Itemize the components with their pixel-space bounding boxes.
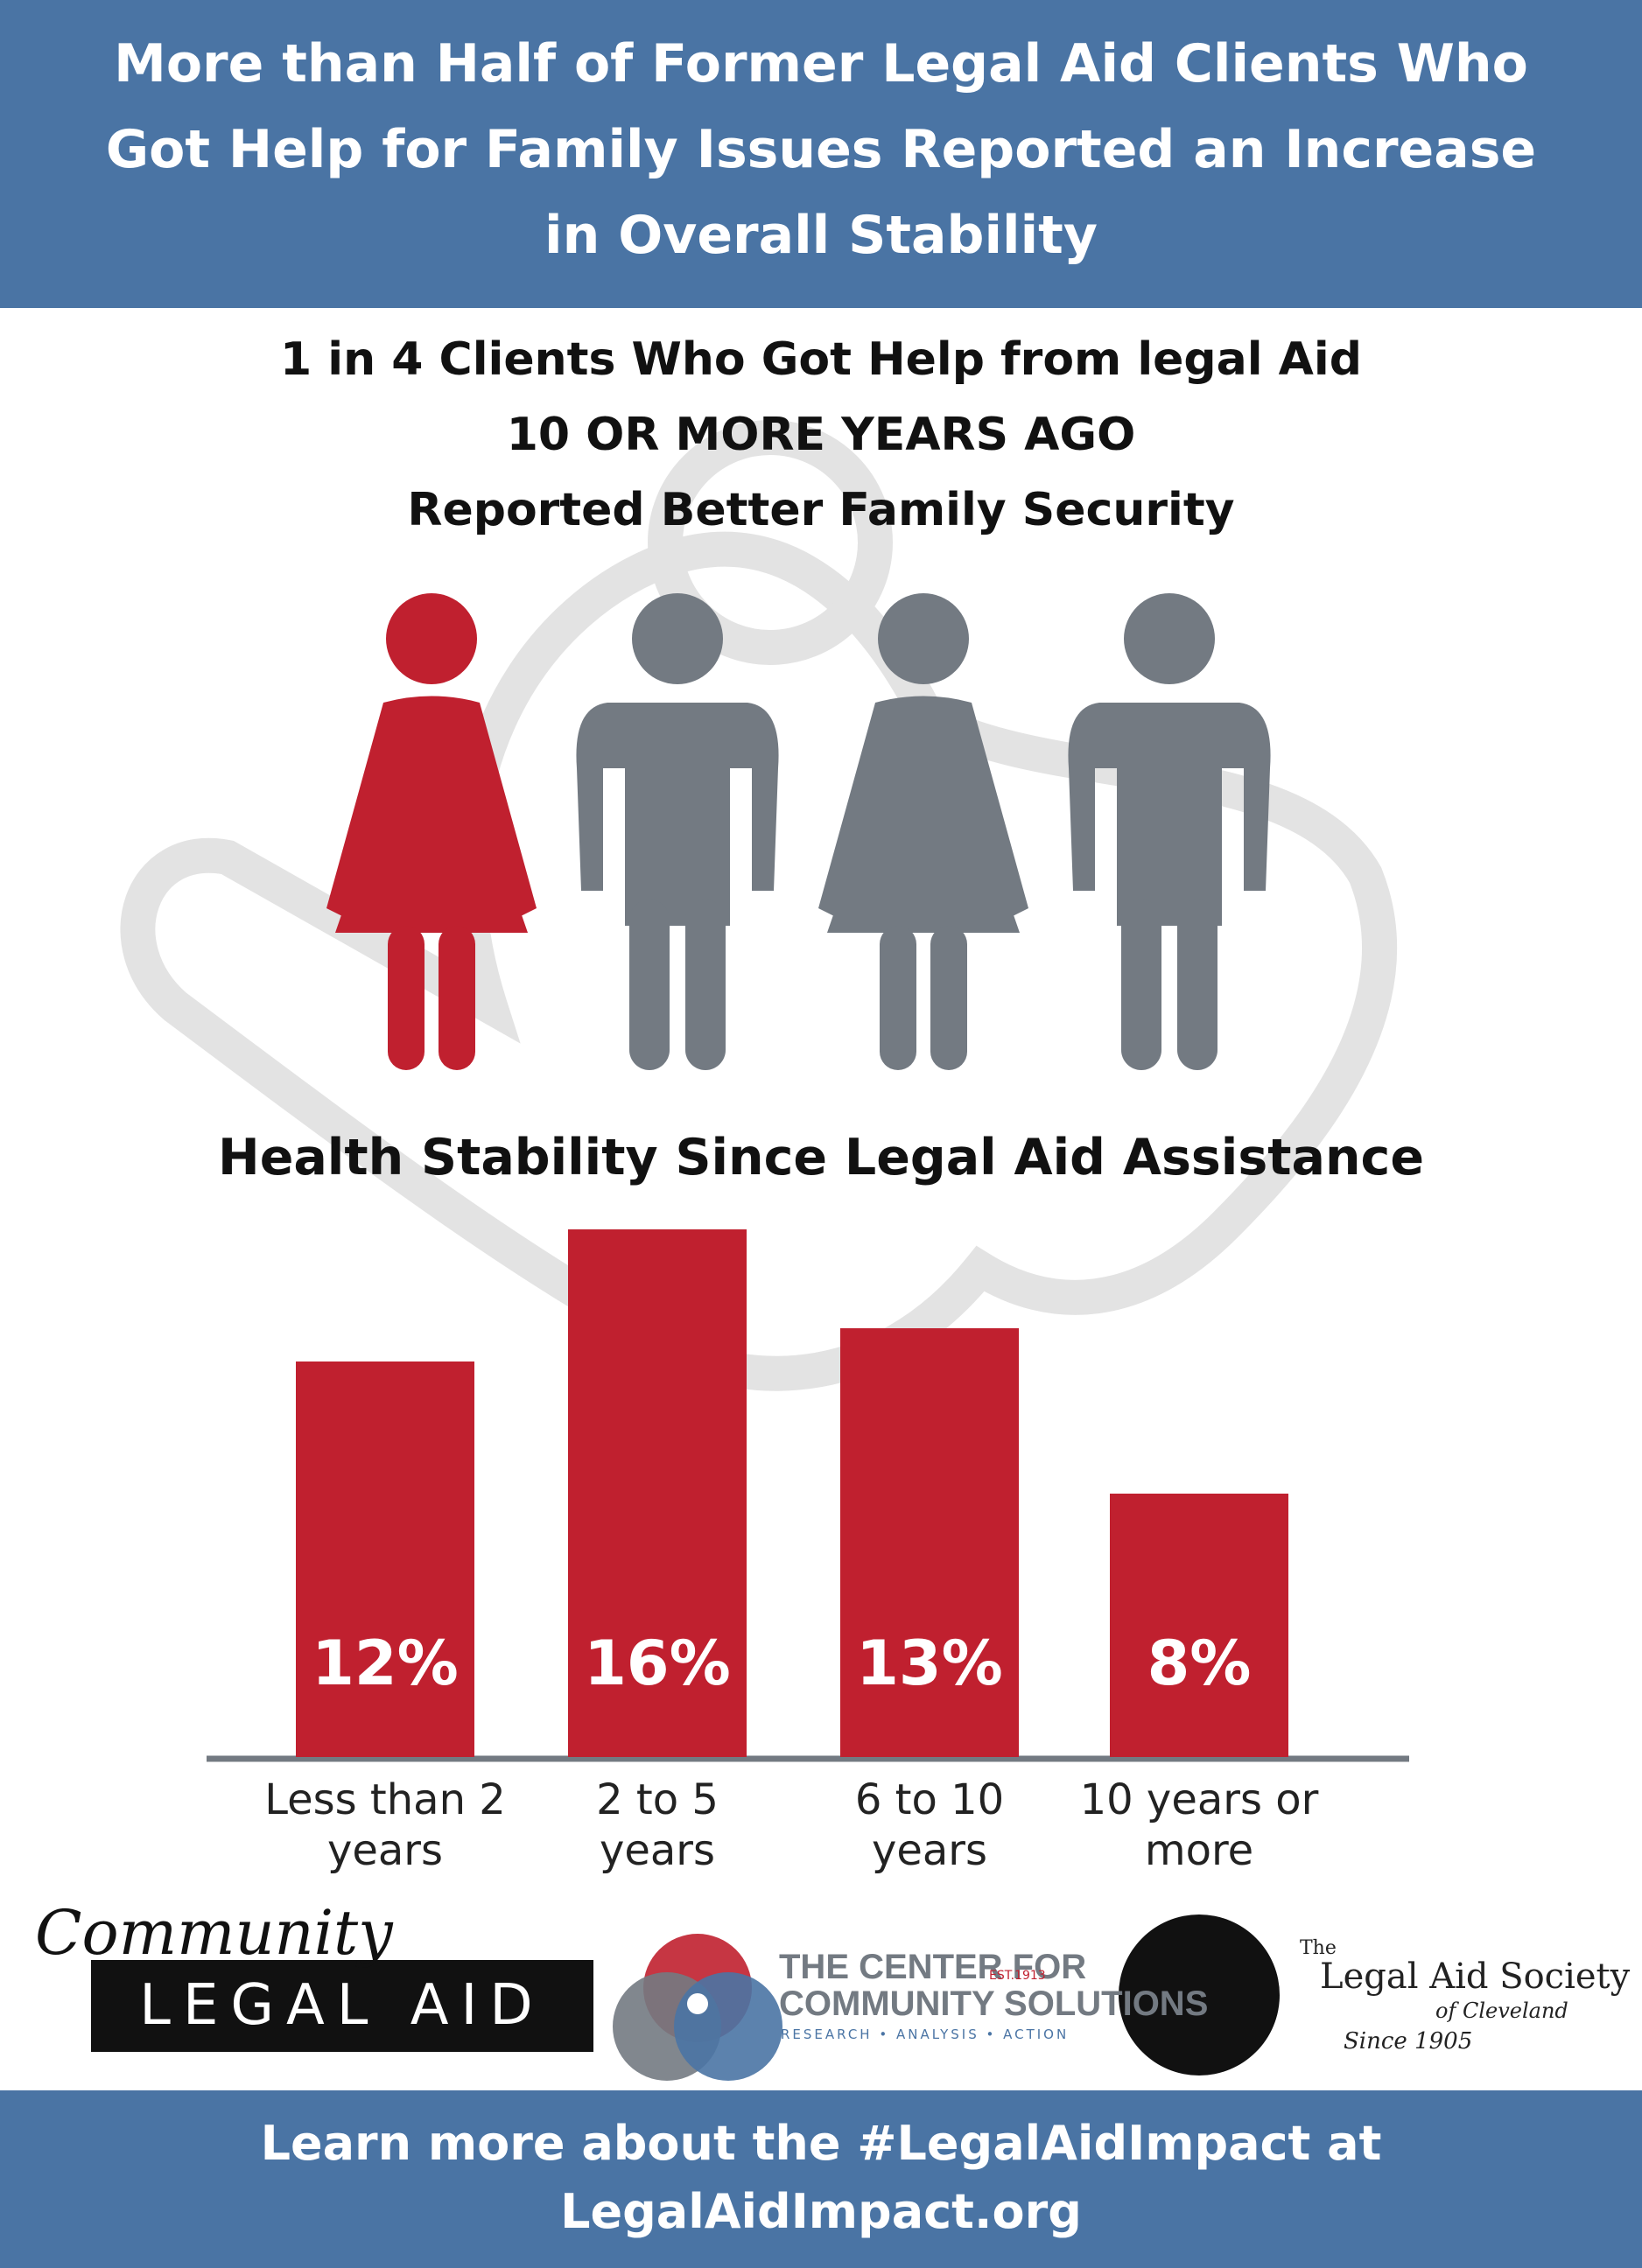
logo-text: EST.1913 — [989, 1969, 1046, 1983]
logo-text: LEGAL AID — [139, 1973, 545, 2038]
logo-text: Community — [35, 1897, 393, 1969]
logo-band — [91, 1960, 593, 2052]
logo-text: Since 1905 — [1344, 2028, 1473, 2054]
value-label: 12% — [312, 1628, 459, 1699]
footer: Learn more about the #LegalAidImpact at … — [0, 2090, 1642, 2268]
logo-text: COMMUNITY SOLUTIONS — [779, 1984, 1209, 2023]
logo-circle — [674, 1972, 782, 2081]
highlight-line: 1 in 4 Clients Who Got Help from legal A… — [280, 333, 1362, 386]
x-tick-label: Less than 2 years — [264, 1775, 506, 1875]
bar — [296, 1361, 474, 1757]
highlight-line: 10 OR MORE YEARS AGO — [506, 409, 1136, 461]
person-icon-highlight — [326, 593, 537, 1070]
person-icon — [576, 593, 779, 1070]
highlight-line: Reported Better Family Security — [407, 484, 1235, 536]
header-title: More than Half of Former Legal Aid Clien… — [0, 0, 1642, 308]
value-label: 8% — [1147, 1628, 1252, 1699]
logo-text: of Cleveland — [1435, 1998, 1568, 2023]
bar — [840, 1328, 1019, 1757]
x-tick-label: 10 years or more — [1079, 1775, 1319, 1875]
x-tick-label: 6 to 10 years — [854, 1775, 1005, 1875]
bar — [1110, 1493, 1288, 1757]
logo-text: The — [1300, 1937, 1337, 1959]
chart-title: Health Stability Since Legal Aid Assista… — [217, 1129, 1425, 1186]
value-label: 13% — [856, 1628, 1003, 1699]
bar — [568, 1229, 747, 1757]
value-label: 16% — [584, 1628, 731, 1699]
highlight: 1 in 4 Clients Who Got Help from legal A… — [0, 322, 1642, 548]
footer-line: Learn more about the #LegalAidImpact at — [260, 2116, 1382, 2171]
x-tick-label: 2 to 5 years — [596, 1775, 719, 1875]
person-icon — [1068, 593, 1271, 1070]
logo-text: RESEARCH • ANALYSIS • ACTION — [781, 2026, 1070, 2042]
logo-text: Legal Aid Society — [1320, 1956, 1631, 1997]
logo-seal — [1119, 1914, 1280, 2076]
person-icon — [818, 593, 1028, 1070]
logo-circle — [687, 1993, 708, 2014]
footer-line: LegalAidImpact.org — [560, 2184, 1082, 2239]
chart: 12% Less than 2 years 16% 2 to 5 years 13% 6 … — [264, 1229, 1318, 1875]
logo-text: THE CENTER FOR — [779, 1948, 1087, 1986]
